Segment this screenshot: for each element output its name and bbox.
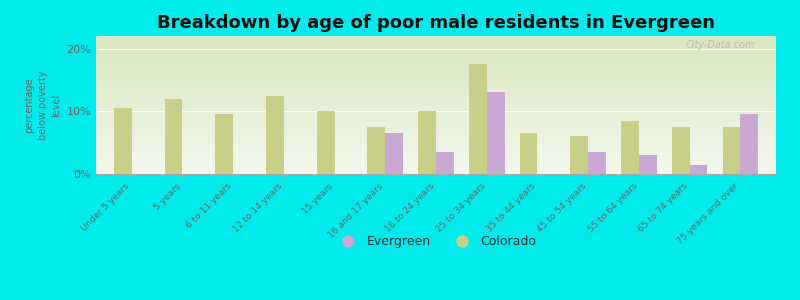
Bar: [386, 133, 403, 174]
Bar: [672, 127, 690, 174]
Bar: [165, 99, 182, 174]
Title: Breakdown by age of poor male residents in Evergreen: Breakdown by age of poor male residents …: [157, 14, 715, 32]
Bar: [520, 133, 538, 174]
Bar: [622, 121, 639, 174]
Bar: [114, 108, 131, 174]
Bar: [588, 152, 606, 174]
Text: City-Data.com: City-Data.com: [686, 40, 755, 50]
Bar: [317, 111, 334, 174]
Y-axis label: percentage
below poverty
level: percentage below poverty level: [25, 70, 61, 140]
Bar: [367, 127, 386, 174]
Bar: [215, 114, 233, 174]
Bar: [690, 165, 707, 174]
Bar: [418, 111, 436, 174]
Bar: [722, 127, 741, 174]
Bar: [266, 96, 284, 174]
Bar: [570, 136, 588, 174]
Bar: [469, 64, 486, 174]
Legend: Evergreen, Colorado: Evergreen, Colorado: [330, 230, 542, 253]
Bar: [741, 114, 758, 174]
Bar: [639, 155, 657, 174]
Bar: [486, 92, 505, 174]
Bar: [436, 152, 454, 174]
